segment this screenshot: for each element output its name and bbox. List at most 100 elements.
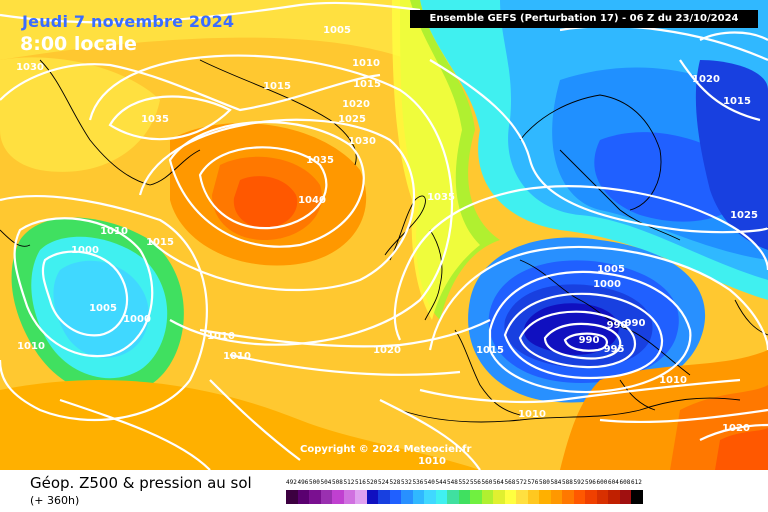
isobar-label: 1000 — [593, 279, 621, 290]
scale-value-label: 612 — [631, 479, 642, 486]
scale-swatch — [401, 490, 413, 504]
forecast-lead-time: (+ 360h) — [30, 494, 80, 507]
isobar-label: 1020 — [342, 99, 370, 110]
isobar-label: 1030 — [348, 136, 376, 147]
scale-swatch — [447, 490, 459, 504]
scale-swatch — [424, 490, 436, 504]
isobar-label: 1015 — [263, 81, 291, 92]
isobar-label: 1010 — [17, 341, 45, 352]
isobar-label: 1010 — [100, 226, 128, 237]
scale-value-label: 548 — [447, 479, 458, 486]
scale-swatch — [527, 490, 539, 504]
scale-swatch — [539, 490, 551, 504]
scale-value-label: 500 — [309, 479, 320, 486]
scale-value-label: 544 — [435, 479, 447, 486]
scale-swatch — [493, 490, 505, 504]
scale-swatch — [366, 490, 378, 504]
weather-map: 1005 1030 1010 1015 1015 1020 1025 1030 1035 1035… — [0, 0, 768, 470]
scale-swatch — [550, 490, 562, 504]
scale-value-label: 516 — [355, 479, 366, 486]
isobar-label: 1000 — [123, 314, 151, 325]
isobar-label: 990 — [625, 318, 646, 329]
isobar-label: 1005 — [597, 264, 625, 275]
scale-value-label: 520 — [366, 479, 378, 486]
scale-value-label: 604 — [608, 479, 619, 486]
isobar-label: 1035 — [427, 192, 455, 203]
scale-value-label: 492 — [286, 479, 297, 486]
scale-value-label: 608 — [619, 479, 631, 486]
scale-swatch — [596, 490, 608, 504]
scale-value-label: 568 — [504, 479, 516, 486]
scale-value-label: 572 — [516, 479, 527, 486]
scale-swatch — [378, 490, 390, 504]
scale-swatch — [332, 490, 344, 504]
color-scale-bar — [286, 490, 643, 504]
scale-swatch — [355, 490, 367, 504]
scale-swatch — [585, 490, 597, 504]
scale-value-label: 576 — [527, 479, 539, 486]
scale-swatch — [470, 490, 482, 504]
scale-swatch — [608, 490, 620, 504]
date-label: Jeudi 7 novembre 2024 — [22, 12, 235, 31]
isobar-label: 990 — [579, 335, 600, 346]
isobar-label: 1015 — [723, 96, 751, 107]
scale-swatch — [458, 490, 470, 504]
scale-value-label: 512 — [343, 479, 355, 486]
scale-swatch — [504, 490, 516, 504]
scale-swatch — [389, 490, 401, 504]
scale-value-label: 528 — [389, 479, 401, 486]
isobar-label: 1025 — [338, 114, 366, 125]
scale-swatch — [286, 490, 298, 504]
isobar-label: 1015 — [476, 345, 504, 356]
scale-value-label: 592 — [573, 479, 585, 486]
scale-value-label: 532 — [401, 479, 412, 486]
isobar-label: 1010 — [352, 58, 380, 69]
isobar-label: 1040 — [298, 195, 326, 206]
isobar-label: 1030 — [16, 62, 44, 73]
isobar-label: 1010 — [418, 456, 446, 467]
scale-swatch — [435, 490, 447, 504]
scale-value-label: 560 — [481, 479, 493, 486]
scale-value-label: 584 — [550, 479, 562, 486]
isobar-label: 1020 — [373, 345, 401, 356]
scale-value-label: 508 — [332, 479, 343, 486]
scale-value-label: 588 — [562, 479, 573, 486]
scale-swatch — [412, 490, 424, 504]
isobar-label: 1020 — [722, 423, 750, 434]
scale-value-label: 536 — [412, 479, 424, 486]
isobar-label: 1010 — [518, 409, 546, 420]
isobar-label: 1015 — [146, 237, 174, 248]
scale-swatch — [562, 490, 574, 504]
isobar-label: 1015 — [353, 79, 381, 90]
scale-swatch — [297, 490, 309, 504]
copyright-text: Copyright © 2024 Meteociel.fr — [300, 444, 472, 455]
local-time-label: 8:00 locale — [20, 33, 137, 55]
run-title-banner: Ensemble GEFS (Perturbation 17) - 06 Z d… — [410, 10, 758, 28]
isobar-label: 1010 — [659, 375, 687, 386]
scale-swatch — [619, 490, 631, 504]
scale-swatch — [343, 490, 355, 504]
scale-swatch — [481, 490, 493, 504]
scale-value-label: 504 — [320, 479, 332, 486]
scale-value-label: 552 — [458, 479, 470, 486]
isobar-label: 1035 — [141, 114, 169, 125]
scale-value-label: 564 — [493, 479, 504, 486]
scale-value-label: 524 — [378, 479, 389, 486]
isobar-label: 1010 — [223, 351, 251, 362]
product-title: Géop. Z500 & pression au sol — [30, 474, 252, 492]
isobar-label: 1035 — [306, 155, 334, 166]
isobar-label: 990 — [607, 320, 628, 331]
scale-swatch — [320, 490, 332, 504]
isobar-label: 1025 — [730, 210, 758, 221]
scale-swatch — [573, 490, 585, 504]
scale-value-label: 556 — [470, 479, 481, 486]
scale-value-label: 596 — [585, 479, 596, 486]
scale-swatch — [631, 490, 643, 504]
isobar-label: 1010 — [207, 331, 235, 342]
isobar-label: 1000 — [71, 245, 99, 256]
isobar-label: 1005 — [89, 303, 117, 314]
isobar-label: 1020 — [692, 74, 720, 85]
scale-value-label: 580 — [539, 479, 550, 486]
scale-value-label: 540 — [424, 479, 435, 486]
isobar-label: 1005 — [323, 25, 351, 36]
